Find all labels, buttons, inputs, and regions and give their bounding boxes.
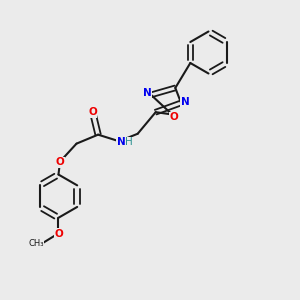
Text: N: N	[181, 97, 189, 107]
Text: H: H	[125, 137, 133, 147]
Text: O: O	[88, 107, 97, 118]
Text: N: N	[143, 88, 152, 98]
Text: CH₃: CH₃	[28, 239, 44, 248]
Text: O: O	[54, 229, 63, 239]
Text: O: O	[169, 112, 178, 122]
Text: N: N	[116, 137, 125, 147]
Text: O: O	[55, 157, 64, 167]
